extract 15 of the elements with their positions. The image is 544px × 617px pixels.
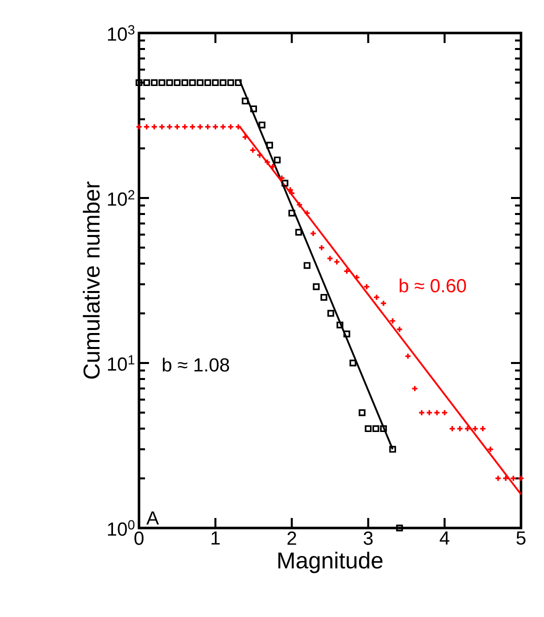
x-tick-label: 2 [287, 532, 296, 545]
y-tick-label: 10$^{2}$ [108, 190, 134, 206]
x-axis-title: Magnitude [278, 552, 382, 574]
annotation: b ≈ 1.08 [162, 358, 230, 372]
x-tick-label: 0 [134, 532, 144, 545]
annotation: b ≈ 0.60 [400, 278, 466, 292]
y-tick-label: 10$^{3}$ [108, 25, 134, 41]
y-tick-label: 10$^{0}$ [108, 520, 134, 536]
x-tick-label: 4 [440, 532, 450, 545]
x-tick-label: 3 [364, 532, 373, 545]
annotation: A [146, 511, 159, 524]
y-axis-title: Cumulative number [82, 182, 100, 379]
y-tick-label: 10$^{1}$ [108, 355, 134, 371]
x-tick-label: 5 [516, 532, 526, 545]
x-tick-label: 1 [212, 532, 220, 545]
